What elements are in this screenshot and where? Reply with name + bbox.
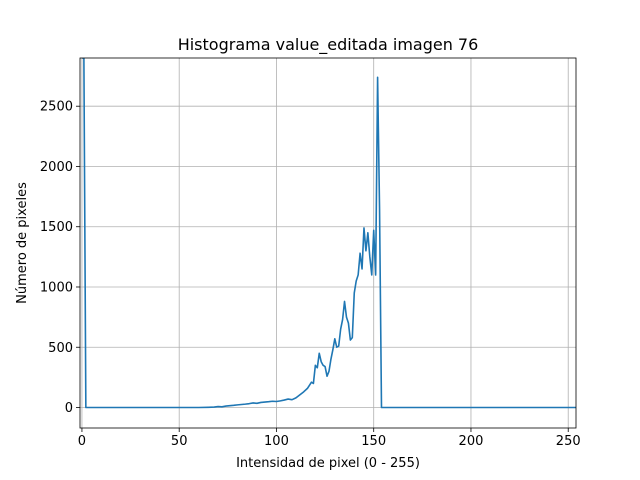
y-tick-label: 2500 [40,100,73,115]
chart-title: Histograma value_editada imagen 76 [178,35,479,55]
x-axis-ticks: 0 50 100 150 200 250 [78,428,581,449]
y-tick-label: 500 [48,341,73,356]
x-tick-label: 100 [264,434,289,449]
x-tick-label: 50 [171,434,188,449]
y-tick-label: 1000 [40,280,73,295]
axes-frame [79,57,577,429]
y-tick-label: 2000 [40,160,73,175]
y-axis-label: Número de pixeles [15,182,30,304]
x-tick-label: 0 [78,434,86,449]
plot-area [81,58,576,409]
y-tick-label: 1500 [40,220,73,235]
x-tick-label: 150 [361,434,386,449]
grid-lines [80,58,576,428]
y-tick-label: 0 [65,401,73,416]
y-axis-ticks: 0 500 1000 1500 2000 2500 [40,100,80,416]
x-tick-label: 250 [556,434,581,449]
series-line-0 [81,58,576,409]
x-axis-label: Intensidad de pixel (0 - 255) [236,456,420,471]
x-tick-label: 200 [459,434,484,449]
